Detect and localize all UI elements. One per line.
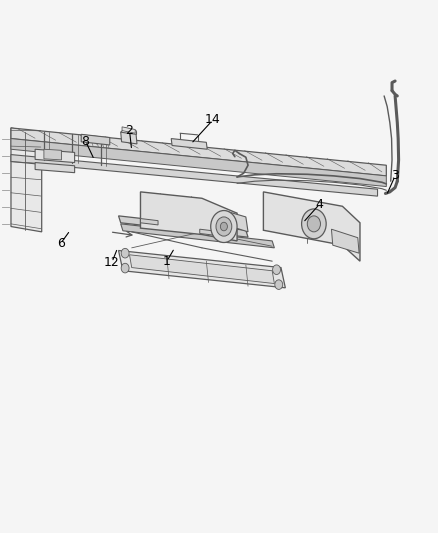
Text: 12: 12 — [104, 256, 120, 269]
Polygon shape — [35, 163, 74, 173]
Text: 2: 2 — [125, 124, 133, 137]
Polygon shape — [120, 224, 274, 248]
Circle shape — [220, 222, 227, 231]
Polygon shape — [223, 211, 247, 232]
Polygon shape — [35, 149, 74, 163]
Circle shape — [301, 209, 325, 239]
Circle shape — [274, 280, 282, 289]
Polygon shape — [118, 251, 285, 288]
Polygon shape — [171, 139, 207, 149]
Polygon shape — [331, 229, 358, 253]
Text: 8: 8 — [81, 135, 89, 148]
Polygon shape — [140, 219, 158, 225]
Circle shape — [215, 217, 231, 236]
Circle shape — [121, 263, 129, 273]
Text: 6: 6 — [57, 237, 64, 250]
Polygon shape — [199, 229, 217, 236]
Polygon shape — [11, 128, 42, 232]
Circle shape — [272, 265, 280, 274]
Polygon shape — [44, 149, 61, 160]
Polygon shape — [122, 127, 135, 133]
Text: 4: 4 — [315, 198, 323, 211]
Polygon shape — [263, 192, 359, 261]
Text: 14: 14 — [205, 114, 220, 126]
Circle shape — [121, 248, 129, 258]
Polygon shape — [118, 216, 247, 237]
Polygon shape — [11, 155, 377, 196]
Text: 1: 1 — [162, 255, 170, 268]
Polygon shape — [81, 134, 110, 145]
Circle shape — [307, 216, 320, 232]
Polygon shape — [11, 128, 385, 176]
Polygon shape — [129, 255, 274, 284]
Text: 3: 3 — [390, 169, 398, 182]
Polygon shape — [140, 192, 237, 241]
Circle shape — [210, 211, 237, 243]
Polygon shape — [11, 139, 385, 187]
Polygon shape — [120, 132, 137, 144]
